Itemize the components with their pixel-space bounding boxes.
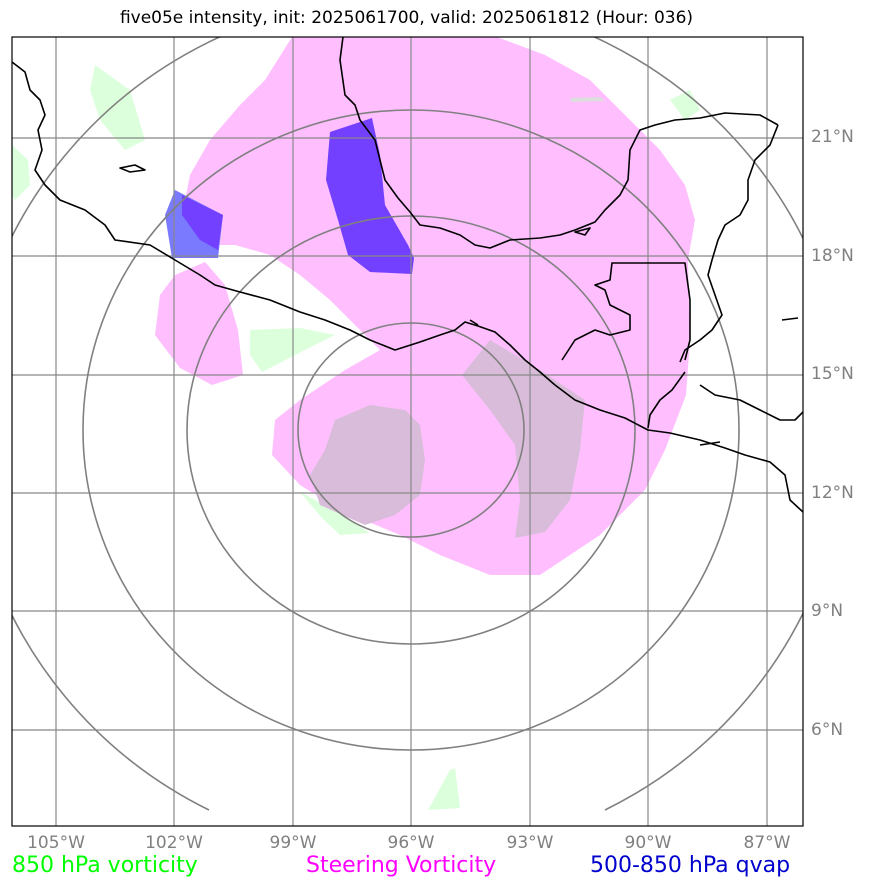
lon-label-90w: 90°W <box>624 833 672 853</box>
qvap-area <box>326 118 414 274</box>
range-rings <box>12 37 803 811</box>
vorticity-850-patch <box>570 97 605 102</box>
legend-steering-vorticity: Steering Vorticity <box>306 853 497 878</box>
legend-850-vorticity: 850 hPa vorticity <box>12 853 198 878</box>
lat-label-12n: 12°N <box>811 483 854 503</box>
vorticity-850-patch <box>428 768 460 810</box>
lat-label-15n: 15°N <box>811 364 854 384</box>
plot-frame <box>11 36 804 827</box>
lat-label-21n: 21°N <box>811 127 854 147</box>
vorticity-850-patch <box>90 65 145 150</box>
legend-qvap: 500-850 hPa qvap <box>590 853 791 878</box>
lon-label-102w: 102°W <box>145 833 203 853</box>
graticule <box>12 37 803 826</box>
steering-vorticity-area <box>180 37 695 575</box>
vorticity-850-patch <box>300 492 370 535</box>
lon-label-93w: 93°W <box>506 833 554 853</box>
lat-label-9n: 9°N <box>811 601 844 621</box>
vorticity-850-patch <box>12 145 30 200</box>
steering-vorticity-area-west <box>155 262 243 385</box>
lon-label-87w: 87°W <box>743 833 791 853</box>
coastlines <box>12 37 803 513</box>
overlap-area <box>310 405 425 525</box>
vorticity-850-patch <box>670 90 700 120</box>
lat-label-18n: 18°N <box>811 246 854 266</box>
lon-label-96w: 96°W <box>387 833 435 853</box>
lat-label-6n: 6°N <box>811 720 844 740</box>
lon-label-105w: 105°W <box>27 833 85 853</box>
map-title: five05e intensity, init: 2025061700, val… <box>119 8 694 28</box>
qvap-area-west-inner <box>182 195 223 250</box>
lon-label-99w: 99°W <box>269 833 317 853</box>
